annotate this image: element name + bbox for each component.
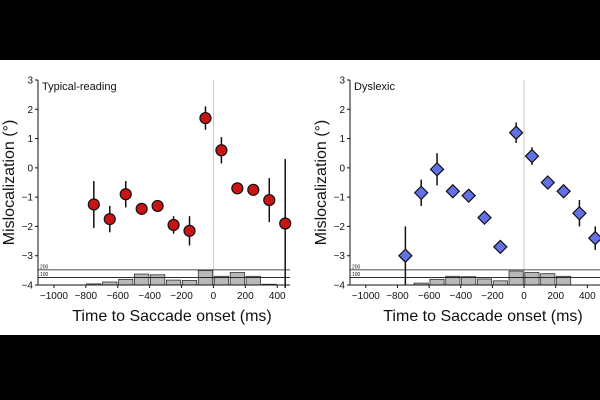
histogram-bar [134, 273, 150, 286]
y-tick-label: 0 [339, 163, 345, 174]
data-point [492, 239, 508, 255]
histogram-reference-label: 200 [352, 264, 361, 270]
y-tick-label: −3 [334, 251, 346, 262]
y-axis-title: Mislocalization (°) [313, 120, 330, 246]
data-point [215, 144, 228, 157]
y-tick-label: −4 [22, 281, 34, 292]
x-tick-label: −200 [481, 291, 504, 302]
data-point [183, 224, 196, 237]
y-tick-label: −1 [334, 193, 346, 204]
y-tick-label: −1 [22, 193, 34, 204]
data-point [429, 161, 445, 177]
y-tick-label: 0 [27, 163, 33, 174]
x-tick-label: −1000 [352, 291, 381, 302]
histogram-bar [476, 278, 493, 286]
y-tick-label: 1 [27, 134, 33, 145]
panel-title: Typical-reading [42, 81, 117, 93]
histogram-bar [429, 278, 445, 286]
x-tick-label: 400 [269, 291, 286, 302]
x-tick-label: −400 [138, 291, 161, 302]
x-tick-label: 0 [211, 291, 217, 302]
x-tick-label: −200 [170, 291, 193, 302]
panel-title: Dyslexic [354, 81, 395, 93]
data-point [263, 193, 276, 207]
data-point [461, 188, 477, 204]
histogram-bar [118, 278, 134, 286]
x-tick-label: 400 [579, 291, 596, 302]
data-point [135, 202, 148, 215]
y-tick-label: 2 [339, 105, 345, 116]
x-tick-label: −400 [449, 291, 472, 302]
data-point [87, 198, 100, 211]
chart-panel-1: 200 100 −4 −3 −2 −1 0 1 2 3 −1000 −800 −600 −400 −200 0… [1, 76, 292, 325]
histogram-reference-label: 100 [40, 272, 49, 278]
data-point [587, 230, 600, 246]
data-point [167, 218, 180, 232]
chart-panel-2: 200 100 −4 −3 −2 −1 0 1 2 3 −1000 −800 −600 −400 −200 0… [313, 76, 600, 325]
x-tick-label: 200 [547, 291, 564, 302]
data-point [279, 217, 292, 230]
data-point [247, 183, 260, 196]
y-tick-label: 1 [339, 134, 345, 145]
data-point [477, 210, 492, 225]
y-tick-label: −2 [22, 222, 34, 233]
figure-background [0, 60, 600, 335]
histogram-bar [181, 280, 198, 286]
data-point [556, 183, 571, 199]
histogram-bar [524, 272, 540, 286]
histogram-bar [165, 279, 182, 286]
data-point [151, 199, 164, 213]
y-tick-label: 2 [27, 105, 33, 116]
histogram-bar [461, 276, 477, 286]
histogram-reference-label: 200 [40, 264, 49, 270]
y-tick-label: 3 [27, 76, 33, 87]
y-tick-label: −3 [22, 251, 34, 262]
histogram-bar [229, 272, 245, 286]
data-point [540, 175, 556, 190]
y-tick-label: 3 [339, 76, 345, 87]
x-tick-label: −800 [386, 291, 409, 302]
histogram-bar [492, 280, 508, 286]
x-axis-title: Time to Saccade onset (ms) [383, 308, 582, 325]
data-point [103, 213, 116, 226]
data-point [445, 183, 461, 199]
x-tick-label: −600 [106, 291, 129, 302]
x-tick-label: 200 [237, 291, 254, 302]
x-axis-title: Time to Saccade onset (ms) [72, 308, 271, 325]
y-axis-title: Mislocalization (°) [1, 120, 18, 246]
histogram-bar [150, 274, 166, 286]
x-tick-label: −600 [418, 291, 441, 302]
histogram-reference-label: 100 [352, 272, 361, 278]
data-point [413, 185, 429, 201]
histogram-bar [540, 273, 556, 286]
data-point [508, 125, 524, 141]
x-tick-label: −800 [75, 291, 98, 302]
data-point [524, 148, 540, 164]
data-point [398, 248, 413, 264]
x-tick-label: 0 [521, 291, 527, 302]
data-point [231, 182, 244, 195]
data-point [572, 205, 587, 221]
y-tick-label: −4 [334, 281, 346, 292]
histogram-bar [508, 270, 524, 286]
data-point [199, 111, 212, 125]
x-tick-label: −1000 [40, 291, 69, 302]
y-tick-label: −2 [334, 222, 346, 233]
data-point [119, 188, 132, 201]
